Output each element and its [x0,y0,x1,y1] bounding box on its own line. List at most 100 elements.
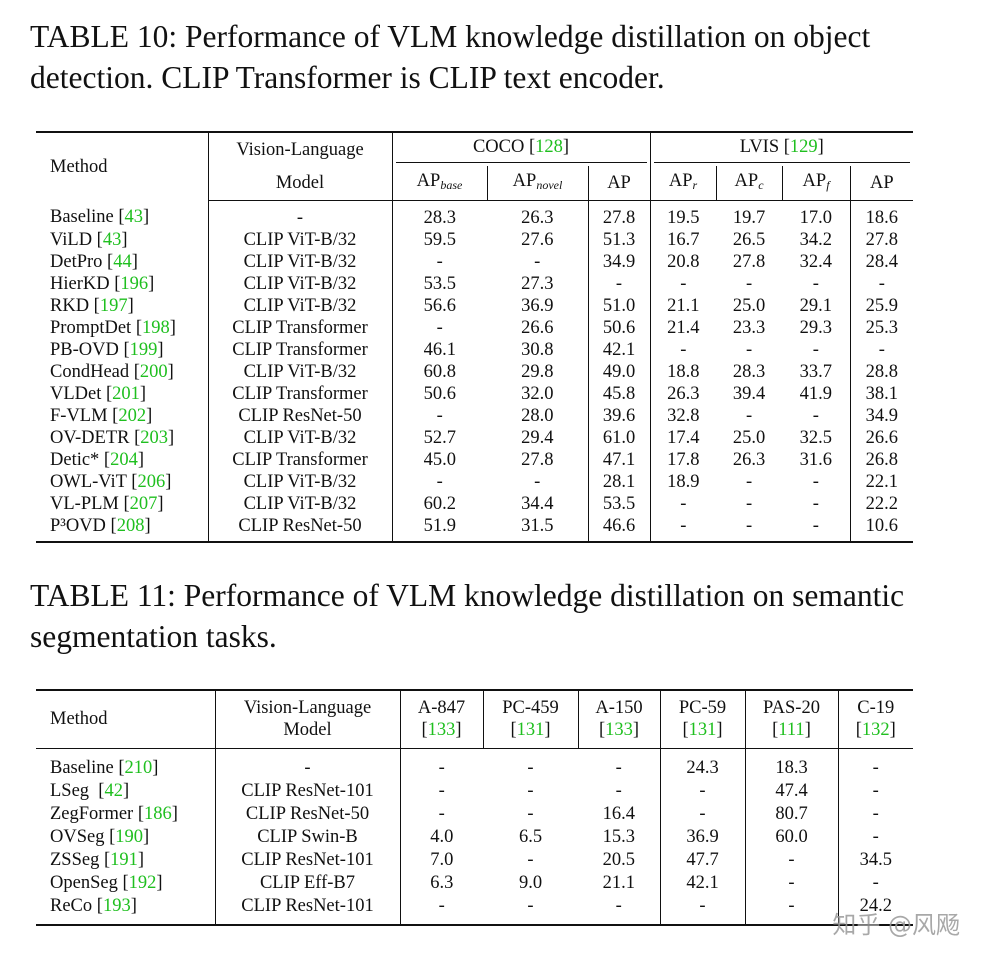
header-text: Model [283,720,332,741]
table-cell: - [527,757,534,778]
table-row: ZSSeg [191] CLIP ResNet-101 7.0-20.5 47.7-3… [36,848,913,872]
table-cell: 51.3 [587,228,651,251]
table-cell: 15.3 [602,826,635,847]
table-cell: - [534,251,541,272]
table-cell: VL-PLM [207] [50,493,164,514]
table-cell: 50.6 [391,382,487,405]
table-cell: 19.7 [732,207,766,228]
table-cell: OWL-ViT [206] [50,471,172,492]
table-cell: CLIP ViT-B/32 [207,228,392,251]
table-row: VL-PLM [207] CLIP ViT-B/32 60.2 34.4 53.5- - -… [36,492,914,515]
table-cell: - [615,895,622,916]
table-row: Detic* [204] CLIP Transformer 45.0 27.8 47.1… [36,448,914,471]
header-text: AP [512,170,537,191]
table-cell: 29.8 [521,361,554,382]
citation: 193 [102,895,131,916]
header-group: LVIS [129] [649,132,914,166]
citation: 202 [118,405,147,426]
table-cell: 34.9 [587,250,651,273]
watermark: 知乎 @风飏 [832,911,960,939]
table-cell: 26.6 [849,426,914,449]
table-cell: 61.0 [587,426,651,449]
table-cell: - [391,250,487,273]
header-cell: PAS-20 [111] [744,690,838,749]
table-cell: 26.6 [521,317,554,338]
table-cell: CLIP Transformer [207,316,392,339]
header-subscript: novel [536,177,563,192]
header-row: Model APbase APnovel AP APr APc APf AP [36,166,914,201]
header-cell: Model [207,166,392,201]
table-cell: 59.5 [391,228,487,251]
table-cell: - [659,779,745,803]
table-cell: 51.0 [587,294,651,317]
table-row: Baseline [210] - - - -24.3 18.3- [36,748,913,780]
table-cell: - [527,803,534,824]
table-cell: - [649,338,717,361]
table-row: OWL-ViT [206] CLIP ViT-B/32- -28.1 18.9- -22… [36,470,914,493]
table-cell: ReCo [193] [50,895,137,916]
table-cell: - [615,757,622,778]
table-cell: 24.3 [659,748,745,780]
header-subscript: base [440,177,463,192]
dataset-ref: [133] [421,720,462,741]
table-cell: 18.9 [649,470,717,493]
table-cell: - [744,894,838,925]
table-cell: PB-OVD [199] [50,339,164,360]
header-cell: APnovel [486,166,588,201]
table-cell: 27.8 [587,200,651,229]
table-cell: CLIP ResNet-101 [214,848,400,872]
table-cell: 27.3 [521,273,554,294]
table-cell: 22.2 [849,492,914,515]
citation: 201 [112,383,140,404]
table-cell: - [527,849,534,870]
header-cell: C-19 [132] [837,690,913,749]
citation: 129 [789,137,818,157]
table-cell: - [527,895,534,916]
table-cell: 25.9 [849,294,914,317]
table-cell: - [744,848,838,872]
table-cell: OVSeg [190] [50,826,150,847]
header-text: Vision-Language [243,698,372,719]
table-cell: 53.5 [391,272,487,295]
dataset-ref: [131] [510,720,551,741]
table-cell: CLIP Transformer [207,338,392,361]
table-cell: CLIP ResNet-50 [207,404,392,427]
dataset-name: A-150 [595,698,643,719]
table-cell: - [399,802,483,826]
table-cell: 27.8 [521,449,554,470]
table-cell: 31.6 [799,449,832,470]
table-cell: - [745,273,753,294]
citation: 192 [128,872,157,893]
table-cell: CLIP Transformer [207,382,392,405]
header-text: AP [734,170,759,191]
table-cell: Detic* [204] [50,449,145,470]
table-cell: - [812,493,819,514]
citation: 111 [778,720,805,741]
table-cell: 28.8 [849,360,914,383]
table-cell: 6.3 [399,871,483,895]
table-cell: 7.0 [399,848,483,872]
table-cell: 26.3 [521,207,554,228]
header-text: AP [607,172,631,193]
table-row: VLDet [201] CLIP Transformer 50.6 32.0 45.8 2… [36,382,914,405]
header-cell: Vision-Language [207,132,392,166]
table-cell: - [615,780,622,801]
table-cell: 27.8 [849,228,914,251]
citation: 43 [124,207,144,228]
table-cell: - [527,780,534,801]
table-cell: 80.7 [744,802,838,826]
citation: 200 [139,361,168,382]
table-cell: 29.3 [799,317,832,338]
table-cell: 60.0 [744,825,838,849]
table-cell: - [849,338,914,361]
dataset-name: PAS-20 [763,698,820,719]
table-cell: 50.6 [587,316,651,339]
table-cell: 29.1 [799,295,832,316]
table-cell: LSeg [42] [50,780,130,801]
header-row: Method Vision-Language Model A-847 [133] PC-4… [36,690,913,749]
table-cell: 34.5 [837,848,913,872]
table-cell: 26.5 [732,229,766,250]
citation: 133 [427,720,456,741]
table-cell: 32.5 [799,427,832,448]
